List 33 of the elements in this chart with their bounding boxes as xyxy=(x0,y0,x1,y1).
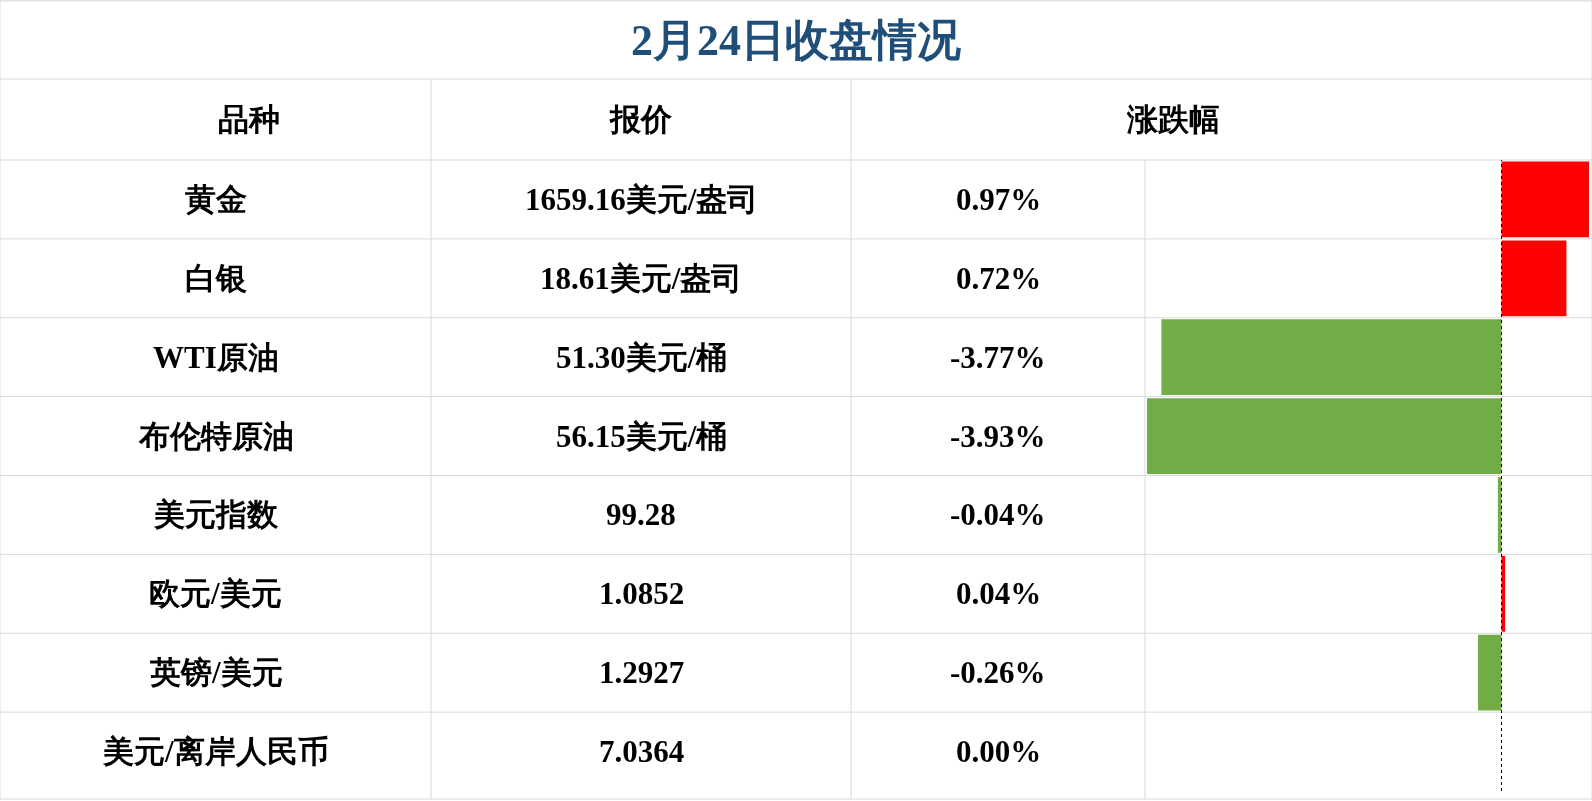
data-label: 0.00% xyxy=(956,734,1042,769)
data-label: -3.93% xyxy=(950,419,1046,454)
bar xyxy=(1478,634,1502,711)
text: 18.61美元/盎司 xyxy=(540,261,743,296)
text: 报价 xyxy=(609,102,673,137)
bar xyxy=(1147,398,1502,474)
chart-title: 2月24日收盘情况 xyxy=(631,16,961,66)
text: 99.28 xyxy=(606,497,676,532)
y-tick-label: 欧元/美元 xyxy=(149,576,282,611)
y-tick-label: 美元指数 xyxy=(153,497,279,532)
y-tick-label: 布伦特原油 xyxy=(138,419,294,454)
y-tick-label: 美元/离岸人民币 xyxy=(102,734,329,769)
y-tick-label: 白银 xyxy=(185,261,247,296)
y-axis-title: 品种 xyxy=(218,102,280,137)
text: 1.0852 xyxy=(599,576,685,611)
y-tick-label: 黄金 xyxy=(185,182,247,217)
text: 1.2927 xyxy=(599,655,685,690)
y-tick-label: 英镑/美元 xyxy=(149,655,283,690)
data-label: 0.04% xyxy=(956,576,1042,611)
text: 56.15美元/桶 xyxy=(556,419,728,454)
bar xyxy=(1501,161,1589,238)
data-label: -0.26% xyxy=(950,655,1046,690)
data-label: 0.72% xyxy=(956,261,1042,296)
bar xyxy=(1501,240,1567,317)
x-axis-title: 涨跌幅 xyxy=(1126,102,1220,137)
y-tick-label: WTI原油 xyxy=(153,340,279,375)
text: 7.0364 xyxy=(599,734,685,769)
data-label: 0.97% xyxy=(956,182,1042,217)
data-label: -0.04% xyxy=(950,497,1046,532)
text: 1659.16美元/盎司 xyxy=(525,182,759,217)
text: 51.30美元/桶 xyxy=(556,340,728,375)
bar xyxy=(1161,319,1502,396)
data-label: -3.77% xyxy=(950,340,1046,375)
